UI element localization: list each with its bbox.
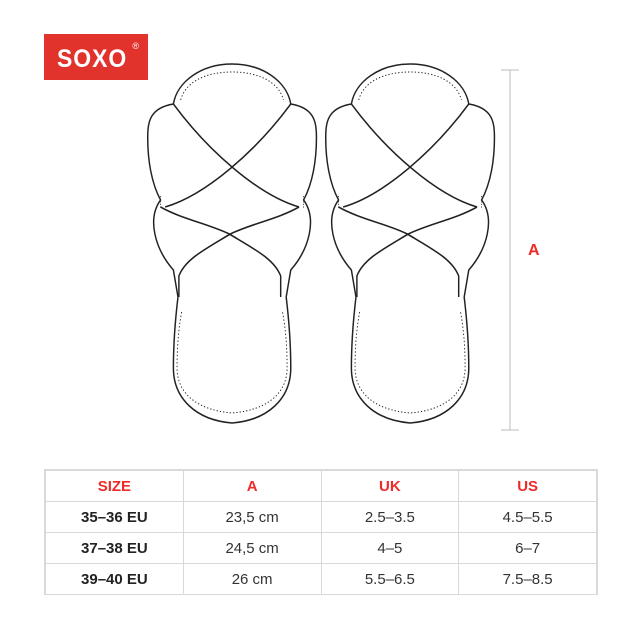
svg-text:A: A xyxy=(528,242,540,259)
